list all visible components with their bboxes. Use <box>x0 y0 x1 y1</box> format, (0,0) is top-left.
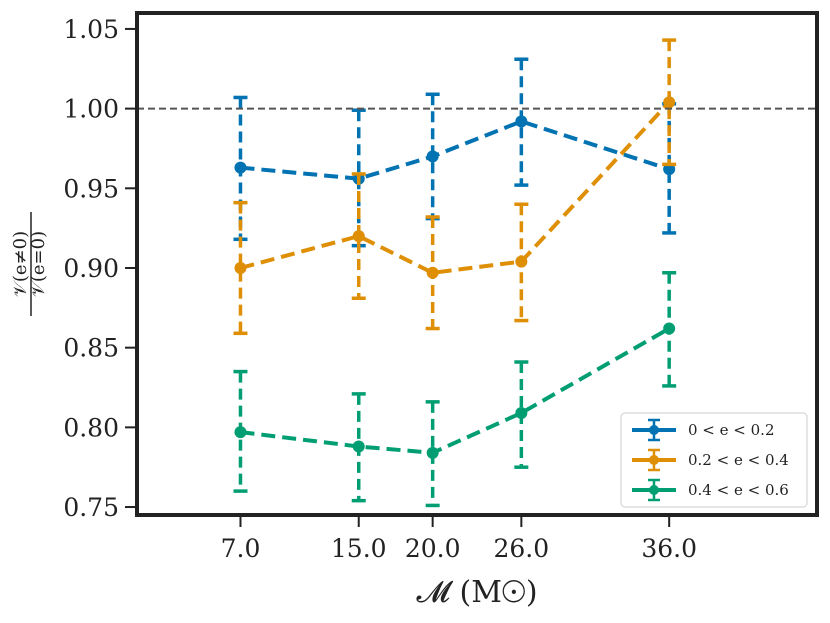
plot-frame <box>135 11 819 517</box>
x-tick-label: 26.0 <box>494 534 550 563</box>
legend-box <box>620 412 808 508</box>
series-3-line <box>240 326 671 455</box>
x-tick-label: 15.0 <box>331 534 387 563</box>
series-3-point <box>426 446 439 459</box>
legend-marker <box>649 455 659 465</box>
x-axis-label: 𝓜 (M☉) <box>416 575 537 610</box>
y-tick-label: 1.05 <box>63 15 119 44</box>
series-1-point <box>234 161 247 174</box>
series-1-point <box>663 163 676 176</box>
series-3-point <box>663 322 676 335</box>
legend-entry-1: 0 < e < 0.2 <box>632 418 774 442</box>
series-1-point <box>515 115 528 128</box>
y-tick-label: 0.85 <box>63 334 119 363</box>
series-3-point <box>352 440 365 453</box>
legend-marker <box>649 485 659 495</box>
axes: 0.75 0.80 0.85 0.90 0.95 1.00 1.05 7.0 15.0 20.0 2… <box>63 15 697 563</box>
y-axis-label-numerator: 𝒱(e≠0) <box>10 231 31 297</box>
legend-entry-3: 0.4 < e < 0.6 <box>632 478 789 502</box>
x-tick-label: 20.0 <box>405 534 461 563</box>
series-1-point <box>426 150 439 163</box>
y-tick-label: 0.80 <box>63 413 119 442</box>
legend-entry-2: 0.2 < e < 0.4 <box>632 448 789 472</box>
series-2-point <box>663 96 676 109</box>
series-2-point <box>426 266 439 279</box>
series-2-line <box>239 100 671 275</box>
y-tick-label: 0.75 <box>63 493 119 522</box>
series-3-point <box>515 407 528 420</box>
series-2-point <box>234 261 247 274</box>
series-3-point <box>234 426 247 439</box>
series-3 <box>233 271 677 508</box>
legend-label: 0.4 < e < 0.6 <box>688 481 789 499</box>
series-1-line <box>240 119 670 181</box>
y-tick-label: 1.00 <box>63 95 119 124</box>
x-tick-label: 36.0 <box>641 534 697 563</box>
series-2-point <box>352 230 365 243</box>
series-2 <box>233 38 677 336</box>
x-tick-label: 7.0 <box>221 534 261 563</box>
legend-label: 0.2 < e < 0.4 <box>688 451 789 469</box>
legend-marker <box>649 425 659 435</box>
y-axis-label-denominator: 𝒱(e=0) <box>28 231 49 297</box>
plot-content <box>233 38 677 508</box>
legend-label: 0 < e < 0.2 <box>688 421 774 439</box>
y-tick-label: 0.95 <box>63 174 119 203</box>
series-1 <box>233 57 677 248</box>
series-2-point <box>515 255 528 268</box>
y-axis-label: 𝒱(e≠0) 𝒱(e=0) <box>10 212 49 316</box>
legend: 0 < e < 0.2 0.2 < e < 0.4 0.4 < e < 0.6 <box>620 412 808 508</box>
y-tick-label: 0.90 <box>63 254 119 283</box>
